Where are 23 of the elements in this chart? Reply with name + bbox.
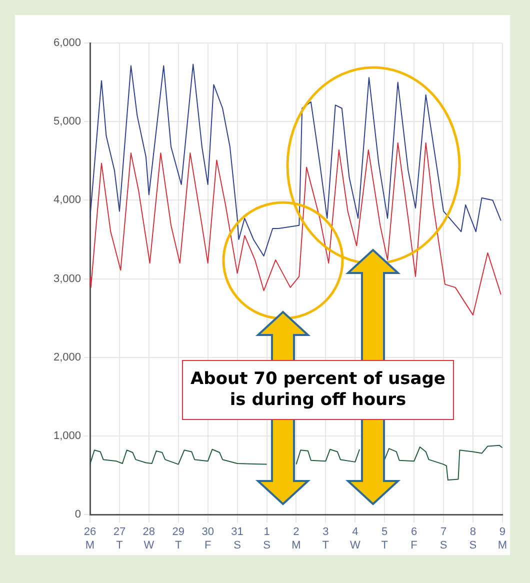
y-tick-label: 0 [74, 508, 81, 521]
y-tick-label: 4,000 [53, 194, 81, 206]
x-tick-label: 27 T [113, 526, 126, 552]
x-tick-label: 1 S [263, 526, 270, 552]
x-tick-label: 7 S [440, 526, 448, 552]
x-tick-label: 29 T [172, 526, 184, 552]
x-tick-label: 8 S [469, 526, 477, 552]
x-tick-label: 30 F [202, 526, 214, 552]
y-tick-label: 6,000 [53, 37, 81, 50]
x-tick-label: 6 F [410, 526, 418, 552]
annotation: About 70 percent of usage is during off hours [182, 360, 454, 420]
x-tick-label: 28 W [142, 526, 156, 552]
y-tick-label: 3,000 [53, 272, 81, 285]
y-tick-label: 2,000 [53, 351, 81, 364]
x-tick-label: 9 M [498, 526, 508, 552]
x-tick-label: 5 T [381, 526, 388, 552]
x-tick-label: 2 M [292, 526, 301, 552]
x-tick-label: 31 S [231, 526, 244, 552]
x-tick-label: 26 M [84, 526, 96, 552]
x-tick-label: 3 T [322, 526, 330, 552]
y-tick-label: 1,000 [53, 430, 81, 442]
x-tick-label: 4 W [350, 526, 361, 552]
y-tick-label: 5,000 [53, 116, 81, 128]
